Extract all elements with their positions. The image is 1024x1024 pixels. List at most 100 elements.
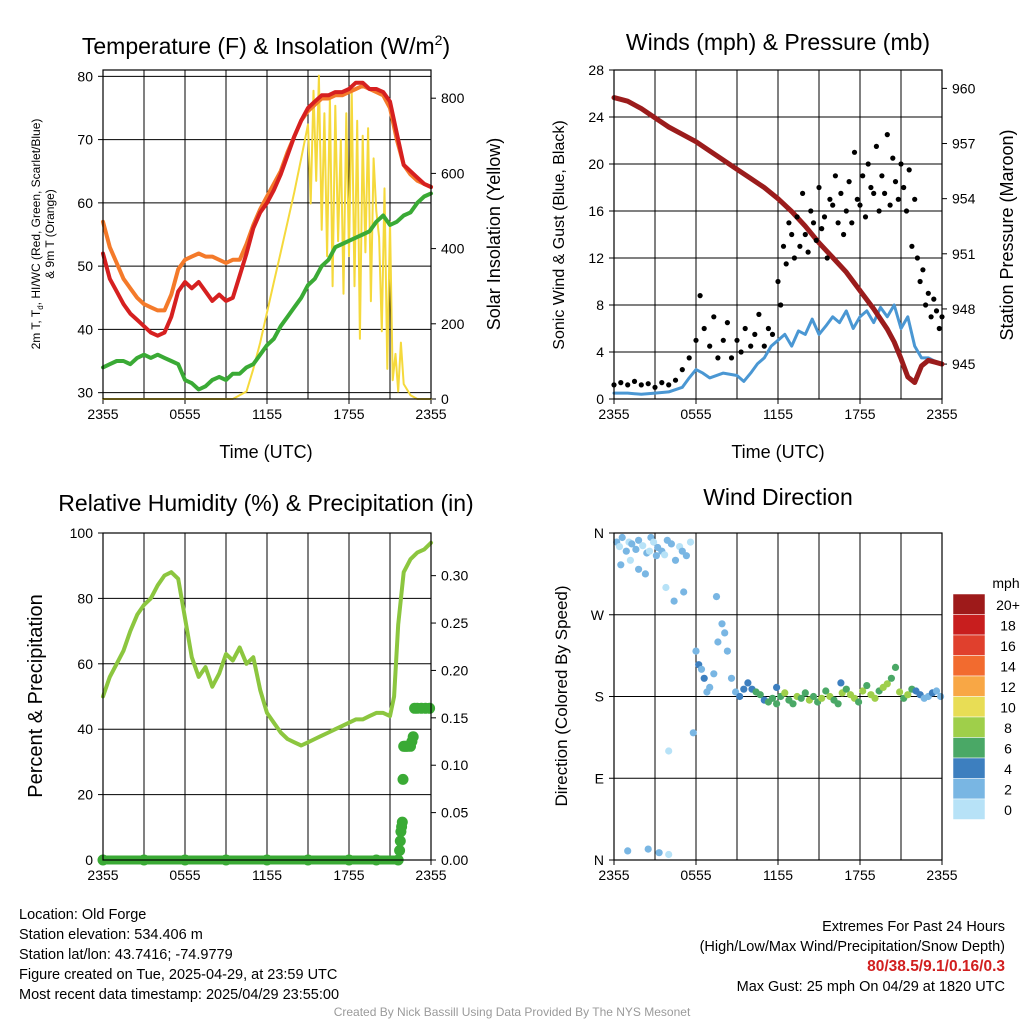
humidity-panel: Relative Humidity (%) & Precipitation (i…: [25, 490, 474, 883]
gust-point: [738, 349, 744, 355]
direction-tick-label: N: [594, 852, 604, 868]
gust-point: [697, 293, 703, 299]
precip-point: [394, 835, 406, 847]
gust-point: [895, 196, 901, 202]
x-tick-label: 2355: [415, 406, 446, 422]
gust-point: [898, 161, 904, 167]
gust-point: [724, 320, 731, 326]
wind-y-tick-label: 0: [596, 391, 604, 407]
gust-point: [789, 231, 795, 238]
gust-point: [824, 255, 830, 261]
temperature-y-tick-label: 40: [77, 321, 93, 337]
direction-point: [655, 849, 663, 857]
direction-point: [700, 674, 708, 682]
colorbar-swatch: [952, 675, 986, 697]
direction-point: [632, 545, 640, 554]
direction-point: [723, 647, 732, 655]
direction-point: [937, 692, 945, 701]
direction-point: [652, 552, 661, 560]
gust-point: [728, 355, 735, 361]
series-line-solar-insolation: [102, 74, 432, 400]
gust-point: [931, 296, 937, 302]
colorbar-swatch: [952, 798, 986, 820]
gust-point: [860, 173, 866, 179]
gust-point: [912, 196, 918, 202]
precip-point: [396, 816, 408, 828]
gust-point: [846, 179, 852, 185]
wind-y-tick-label: 16: [588, 203, 604, 219]
credit-line: Created By Nick Bassill Using Data Provi…: [333, 1005, 691, 1019]
wind-y-tick-label: 12: [588, 250, 604, 266]
humidity-y-tick-label: 100: [70, 525, 94, 541]
colorbar-label: 14: [1000, 659, 1016, 675]
precip-y-tick-label: 0.30: [441, 568, 468, 584]
direction-point: [712, 593, 721, 601]
gust-point: [865, 161, 871, 167]
direction-point: [667, 540, 676, 548]
x-tick-label: 1155: [763, 406, 793, 422]
humidity-y-tick-label: 80: [77, 590, 93, 606]
direction-point: [635, 536, 643, 544]
x-tick-label: 1755: [844, 867, 875, 883]
x-tick-label: 2355: [415, 867, 446, 883]
precip-y-tick-label: 0.15: [441, 710, 468, 726]
humidity-y-axis-label: Percent & Precipitation: [25, 594, 47, 797]
direction-point: [744, 679, 752, 687]
gust-point: [903, 208, 910, 214]
wind-y-tick-label: 20: [588, 156, 604, 172]
gust-point: [917, 278, 923, 285]
gust-point: [816, 184, 822, 191]
direction-tick-label: N: [594, 525, 604, 541]
colorbar-swatch: [952, 655, 986, 677]
direction-tick-label: E: [595, 770, 604, 786]
direction-point: [706, 683, 714, 692]
direction-point: [615, 543, 624, 551]
colorbar-swatch: [952, 593, 986, 615]
x-tick-label: 1755: [333, 406, 364, 422]
gust-point: [854, 196, 860, 202]
gust-point: [775, 278, 781, 285]
direction-point: [727, 674, 736, 682]
station-info: Location: Old Forge Station elevation: 5…: [19, 905, 339, 1005]
x-tick-label: 0555: [680, 406, 711, 422]
precip-y-tick-label: 0.25: [441, 615, 468, 631]
gust-point: [892, 179, 899, 185]
wind-x-axis-label: Time (UTC): [731, 442, 824, 462]
humidity-panel-title: Relative Humidity (%) & Precipitation (i…: [58, 490, 473, 516]
temperature-y-axis-label: 2m T, Td, HI/WC (Red, Green, Scarlet/Blu…: [29, 119, 45, 350]
gust-point: [756, 311, 762, 317]
gust-point: [791, 255, 798, 261]
precip-y-tick-label: 0.20: [441, 662, 468, 678]
colorbar-swatch: [952, 737, 986, 759]
gust-point: [679, 367, 685, 373]
gust-point: [873, 143, 880, 149]
pressure-y-tick-label: 945: [952, 356, 976, 372]
humidity-y-tick-label: 40: [77, 721, 93, 737]
direction-point: [887, 674, 896, 682]
solar-y-axis-label: Solar Insolation (Yellow): [484, 138, 504, 330]
gust-point: [780, 243, 787, 249]
station-latlon: Station lat/lon: 43.7416; -74.9779: [19, 947, 233, 963]
temperature-y-axis-label-line2: & 9m T (Orange): [43, 189, 57, 279]
series-line-9m-t: [101, 83, 433, 313]
x-tick-label: 1755: [333, 867, 364, 883]
plot-frame: [613, 69, 943, 400]
colorbar-label: 18: [1000, 618, 1016, 634]
colorbar-label: 0: [1004, 802, 1012, 818]
gust-point: [786, 220, 792, 226]
gust-point: [925, 290, 931, 296]
gust-point: [884, 132, 890, 138]
gust-point: [843, 208, 849, 214]
gust-point: [645, 381, 651, 387]
gust-point: [849, 220, 855, 226]
gust-point: [720, 337, 726, 343]
gust-point: [631, 378, 638, 384]
x-tick-label: 1755: [844, 406, 875, 422]
gust-point: [805, 249, 811, 255]
extremes-subheader: (High/Low/Max Wind/Precipitation/Snow De…: [699, 939, 1005, 955]
direction-point: [837, 679, 845, 687]
direction-point: [834, 700, 842, 708]
solar-y-tick-label: 0: [441, 391, 449, 407]
series-line-2m-t: [101, 80, 433, 338]
